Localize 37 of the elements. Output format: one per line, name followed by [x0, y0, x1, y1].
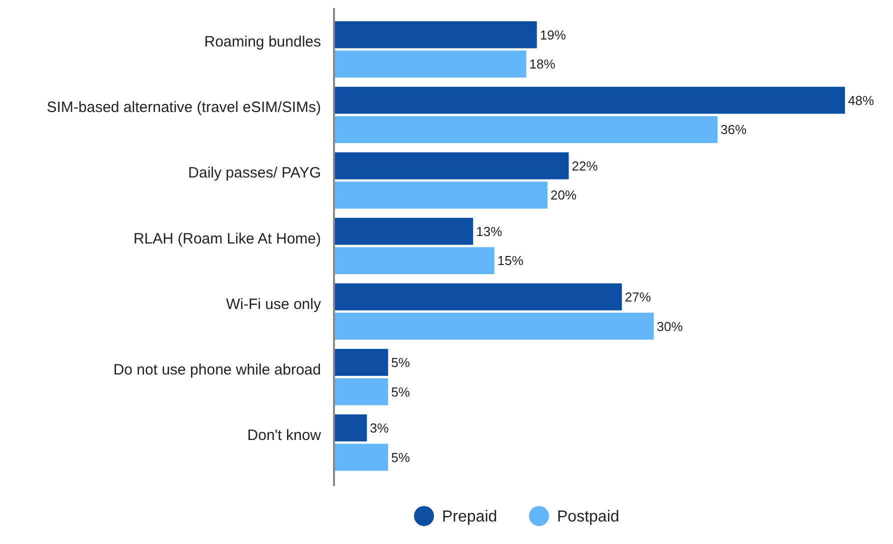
data-label: 19% [540, 27, 566, 42]
data-label: 30% [656, 318, 684, 334]
y-tick-label: Don't know [247, 426, 322, 444]
bar [335, 152, 569, 180]
bar [335, 312, 654, 340]
data-label: 5% [391, 384, 410, 400]
data-label: 48% [848, 92, 874, 108]
y-tick-label: Daily passes/ PAYG [188, 164, 321, 182]
y-tick-label: Wi-Fi use only [226, 296, 322, 313]
bar [335, 414, 367, 442]
bar [335, 247, 494, 274]
data-label: 36% [720, 122, 747, 138]
bar [335, 444, 388, 471]
data-label: 5% [391, 450, 410, 465]
legend-label: Postpaid [557, 508, 620, 526]
data-label: 5% [391, 354, 410, 370]
y-tick-label: SIM-based alternative (travel eSIM/SIMs) [46, 99, 321, 116]
bar [335, 116, 718, 144]
data-label: 13% [476, 224, 503, 239]
data-label: 15% [497, 253, 524, 268]
bar [335, 50, 526, 78]
data-label: 18% [529, 56, 556, 72]
y-tick-label: Roaming bundles [204, 34, 321, 51]
legend-label: Prepaid [442, 508, 498, 526]
bar [335, 348, 388, 376]
data-label: 27% [624, 289, 652, 304]
bar [335, 378, 388, 406]
data-label: 22% [572, 158, 598, 174]
bar [335, 86, 845, 114]
bar [335, 21, 537, 48]
data-label: 20% [550, 188, 577, 203]
bar [335, 283, 622, 310]
y-tick-label: RLAH (Roam Like At Home) [133, 230, 321, 248]
y-tick-label: Do not use phone while abroad [113, 361, 321, 378]
data-label: 3% [370, 420, 390, 436]
bar [335, 182, 548, 209]
bar [335, 218, 474, 245]
